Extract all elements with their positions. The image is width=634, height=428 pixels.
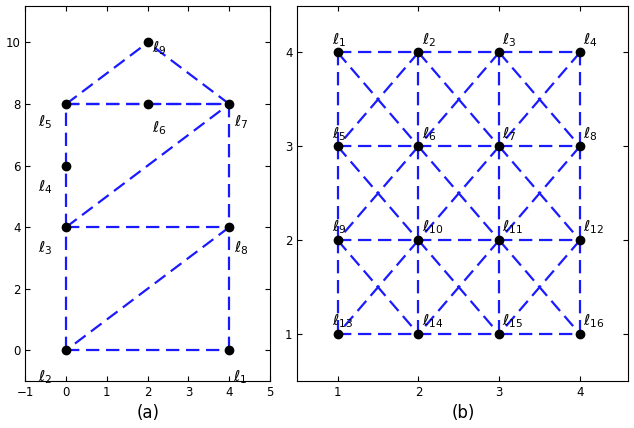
Text: $\ell_{1}$: $\ell_{1}$ bbox=[332, 31, 346, 49]
Text: $\ell_{2}$: $\ell_{2}$ bbox=[37, 369, 52, 386]
Text: $\ell_{5}$: $\ell_{5}$ bbox=[332, 125, 346, 143]
Text: $\ell_{3}$: $\ell_{3}$ bbox=[502, 31, 517, 49]
Text: $\ell_{6}$: $\ell_{6}$ bbox=[422, 125, 436, 143]
Text: $\ell_{11}$: $\ell_{11}$ bbox=[502, 219, 524, 237]
Text: $\ell_{14}$: $\ell_{14}$ bbox=[422, 312, 443, 330]
Text: $\ell_{7}$: $\ell_{7}$ bbox=[502, 125, 517, 143]
Text: $\ell_{8}$: $\ell_{8}$ bbox=[583, 125, 598, 143]
Text: $\ell_{2}$: $\ell_{2}$ bbox=[422, 31, 436, 49]
Text: $\ell_{3}$: $\ell_{3}$ bbox=[37, 239, 52, 257]
Text: $\ell_{13}$: $\ell_{13}$ bbox=[332, 312, 353, 330]
Text: $\ell_{4}$: $\ell_{4}$ bbox=[37, 178, 52, 196]
Text: $\ell_{8}$: $\ell_{8}$ bbox=[234, 239, 249, 257]
Text: $\ell_{16}$: $\ell_{16}$ bbox=[583, 312, 605, 330]
Text: $\ell_{9}$: $\ell_{9}$ bbox=[152, 39, 166, 57]
X-axis label: (b): (b) bbox=[451, 404, 474, 422]
Text: $\ell_{6}$: $\ell_{6}$ bbox=[152, 119, 166, 137]
X-axis label: (a): (a) bbox=[136, 404, 159, 422]
Text: $\ell_{7}$: $\ell_{7}$ bbox=[234, 113, 249, 131]
Text: $\ell_{12}$: $\ell_{12}$ bbox=[583, 219, 604, 237]
Text: $\ell_{10}$: $\ell_{10}$ bbox=[422, 219, 443, 237]
Text: $\ell_{4}$: $\ell_{4}$ bbox=[583, 31, 598, 49]
Text: $\ell_{9}$: $\ell_{9}$ bbox=[332, 219, 347, 237]
Text: $\ell_{1}$: $\ell_{1}$ bbox=[233, 369, 248, 386]
Text: $\ell_{15}$: $\ell_{15}$ bbox=[502, 312, 524, 330]
Text: $\ell_{5}$: $\ell_{5}$ bbox=[37, 113, 52, 131]
